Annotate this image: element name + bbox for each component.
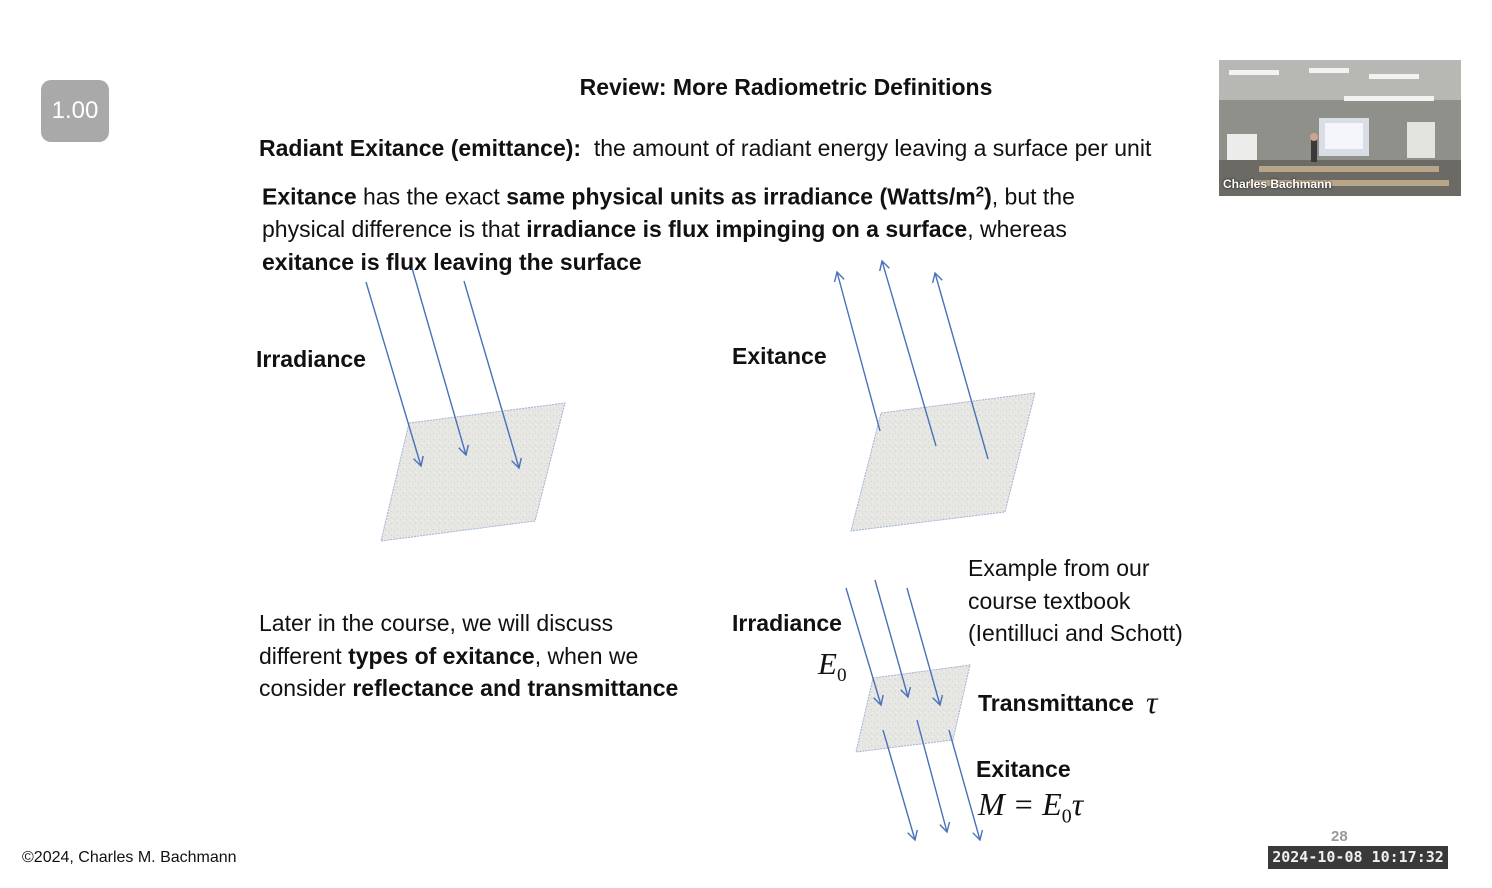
math-text: E: [818, 646, 837, 681]
transmitted-arrow: [916, 719, 951, 834]
text-bold: exitance is flux leaving the surface: [262, 248, 642, 275]
incident-arrow: [906, 587, 944, 707]
text: different: [259, 642, 349, 669]
copyright-text: ©2024, Charles M. Bachmann: [22, 849, 237, 866]
example-line-1: Example from our: [968, 555, 1150, 581]
text-bold: ): [984, 183, 992, 210]
slide-title: Review: More Radiometric Definitions: [579, 74, 993, 100]
exitance-label-bottom: Exitance: [976, 756, 1071, 782]
exitance-arrow: [833, 270, 881, 432]
irradiance-surface: [380, 402, 566, 542]
irradiance-arrow: [365, 281, 424, 468]
later-line-2: different types of exitance, when we: [259, 640, 678, 673]
irradiance-label: Irradiance: [256, 346, 366, 372]
explanation-paragraph: Exitance has the exact same physical uni…: [262, 176, 1075, 278]
slide-page-number: 28: [1331, 828, 1348, 845]
exitance-equation: M = E0τ: [978, 786, 1083, 828]
math-text: M = E: [978, 786, 1062, 822]
exitance-surface: [850, 392, 1036, 532]
irradiance-label-bottom: Irradiance: [732, 610, 842, 636]
explanation-line-1: Exitance has the exact same physical uni…: [262, 176, 1075, 213]
later-paragraph: Later in the course, we will discuss dif…: [259, 607, 678, 705]
text-bold: irradiance is flux impinging on a surfac…: [526, 216, 968, 243]
explanation-line-3: exitance is flux leaving the surface: [262, 246, 1075, 279]
transmitted-arrow: [882, 729, 918, 842]
text-bold: same physical units as irradiance (Watts…: [506, 183, 976, 210]
later-line-3: consider reflectance and transmittance: [259, 672, 678, 705]
text-bold: reflectance and transmittance: [352, 675, 679, 701]
math-sub: 0: [1061, 805, 1072, 828]
text-bold: Exitance: [262, 183, 357, 210]
e0-symbol: E0: [818, 646, 847, 687]
example-paragraph: Example from our course textbook (Ientil…: [968, 552, 1183, 650]
definition-term: Radiant Exitance (emittance):: [259, 135, 582, 161]
exitance-label: Exitance: [732, 343, 827, 369]
irradiance-arrow: [463, 280, 522, 470]
transmitted-arrow: [948, 729, 984, 842]
math-text: τ: [1071, 786, 1084, 822]
playback-speed-badge[interactable]: 1.00: [41, 80, 109, 142]
definition-text: the amount of radiant energy leaving a s…: [593, 135, 1152, 161]
tau-symbol: τ: [1146, 684, 1158, 720]
later-line-1: Later in the course, we will discuss: [259, 610, 614, 636]
example-line-3: (Ientilluci and Schott): [968, 620, 1183, 646]
recording-timestamp: 2024-10-08 10:17:32: [1268, 846, 1448, 869]
presenter-video[interactable]: Charles Bachmann: [1219, 60, 1461, 196]
text: , but the: [991, 183, 1075, 210]
definition-line: Radiant Exitance (emittance): the amount…: [259, 132, 1151, 165]
superscript: 2: [975, 183, 985, 200]
text: , when we: [534, 642, 639, 669]
text: physical difference is that: [262, 216, 527, 243]
irradiance-arrow: [411, 267, 469, 457]
text: consider: [259, 675, 353, 701]
exitance-arrow: [931, 271, 989, 460]
incident-arrow: [845, 587, 884, 707]
transmittance-surface: [855, 664, 971, 753]
text-bold: types of exitance: [348, 642, 535, 669]
explanation-line-2: physical difference is that irradiance i…: [262, 213, 1075, 246]
video-frame-image: [1219, 60, 1461, 196]
text: has the exact: [356, 183, 507, 210]
math-sub: 0: [836, 665, 847, 687]
incident-arrow: [874, 579, 912, 699]
text: , whereas: [967, 216, 1067, 243]
example-line-2: course textbook: [968, 587, 1131, 614]
exitance-arrow: [879, 259, 937, 447]
transmittance-label: Transmittance: [978, 690, 1134, 716]
presenter-name: Charles Bachmann: [1223, 177, 1332, 191]
